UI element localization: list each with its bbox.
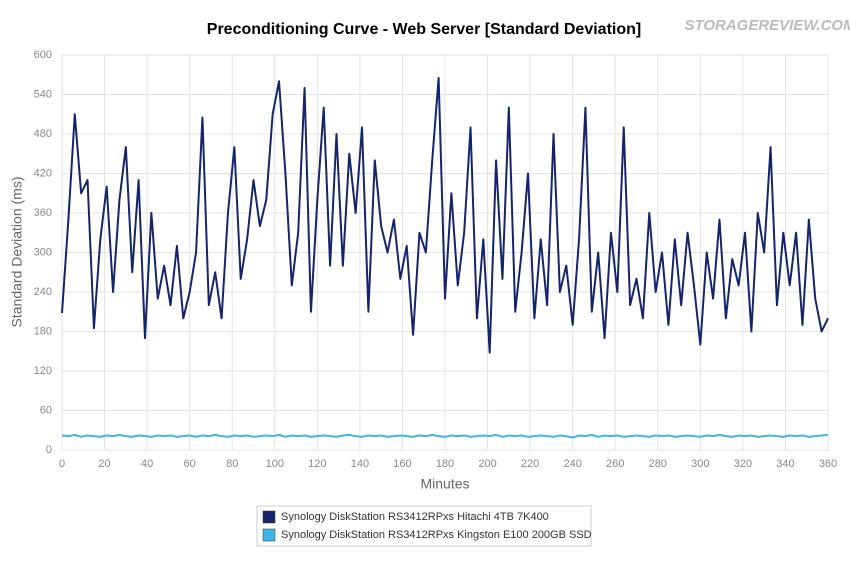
y-tick-label: 120 xyxy=(34,365,52,377)
data-line xyxy=(61,433,829,439)
x-tick-label: 140 xyxy=(351,458,369,470)
legend-swatch xyxy=(262,510,276,524)
x-tick-label: 180 xyxy=(436,458,454,470)
y-axis-label: Standard Deviation (ms) xyxy=(9,177,25,328)
y-tick-label: 300 xyxy=(34,246,52,258)
x-tick-label: 320 xyxy=(734,458,752,470)
y-tick-label: 420 xyxy=(34,167,52,179)
x-tick-label: 20 xyxy=(98,458,110,470)
legend-label: Synology DiskStation RS3412RPxs Hitachi … xyxy=(281,511,549,523)
x-tick-label: 40 xyxy=(141,458,153,470)
x-tick-label: 80 xyxy=(226,458,238,470)
x-tick-label: 260 xyxy=(606,458,624,470)
x-tick-label: 360 xyxy=(819,458,837,470)
x-tick-label: 200 xyxy=(478,458,496,470)
y-tick-label: 540 xyxy=(34,88,52,100)
x-axis-label: Minutes xyxy=(420,476,469,492)
y-tick-label: 480 xyxy=(34,128,52,140)
data-line xyxy=(61,77,829,354)
y-tick-label: 60 xyxy=(40,404,52,416)
legend-label: Synology DiskStation RS3412RPxs Kingston… xyxy=(281,529,592,541)
x-tick-label: 120 xyxy=(308,458,326,470)
x-tick-label: 100 xyxy=(266,458,284,470)
y-tick-label: 0 xyxy=(46,444,52,456)
y-tick-label: 360 xyxy=(34,207,52,219)
chart-title: Preconditioning Curve - Web Server [Stan… xyxy=(207,21,641,38)
x-tick-label: 280 xyxy=(649,458,667,470)
x-tick-label: 300 xyxy=(691,458,709,470)
x-tick-label: 0 xyxy=(59,458,65,470)
y-tick-label: 180 xyxy=(34,325,52,337)
y-tick-label: 600 xyxy=(34,49,52,61)
watermark: STORAGEREVIEW.COM xyxy=(684,17,850,34)
x-tick-label: 340 xyxy=(776,458,794,470)
x-tick-label: 240 xyxy=(563,458,581,470)
legend-box xyxy=(256,505,592,547)
y-tick-label: 240 xyxy=(34,286,52,298)
x-tick-label: 160 xyxy=(393,458,411,470)
legend-swatch xyxy=(262,528,276,542)
x-tick-label: 60 xyxy=(184,458,196,470)
x-tick-label: 220 xyxy=(521,458,539,470)
